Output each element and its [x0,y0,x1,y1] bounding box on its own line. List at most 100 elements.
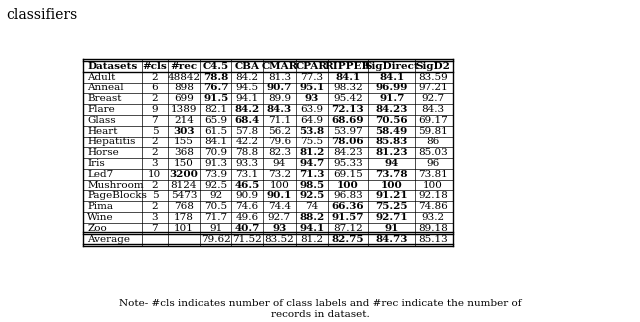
Text: 7: 7 [152,224,158,233]
Text: 75.25: 75.25 [376,202,408,211]
Text: Mushroom: Mushroom [88,181,144,190]
Text: 84.23: 84.23 [376,105,408,114]
Text: 83.59: 83.59 [419,73,448,82]
Text: 81.2: 81.2 [299,148,324,157]
Text: 85.13: 85.13 [419,234,448,243]
Text: 82.3: 82.3 [268,148,291,157]
Text: 84.73: 84.73 [376,234,408,243]
Text: 6: 6 [152,83,158,92]
Text: 8124: 8124 [171,181,197,190]
Text: 91.7: 91.7 [379,94,404,103]
Text: 94: 94 [385,159,399,168]
Text: 5: 5 [152,191,158,200]
Text: 699: 699 [174,94,194,103]
Text: 77.3: 77.3 [300,73,323,82]
Text: 81.2: 81.2 [300,234,323,243]
Text: 73.1: 73.1 [236,170,259,179]
Text: 100: 100 [423,181,443,190]
Text: classifiers: classifiers [6,8,77,22]
Text: 69.17: 69.17 [419,116,448,125]
Text: 46.5: 46.5 [234,181,260,190]
Text: Pima: Pima [88,202,113,211]
Text: 95.42: 95.42 [333,94,363,103]
Text: 70.5: 70.5 [204,202,227,211]
Text: Led7: Led7 [88,170,114,179]
Text: 3200: 3200 [170,170,198,179]
Text: 214: 214 [174,116,194,125]
Text: 150: 150 [174,159,194,168]
Text: 42.2: 42.2 [236,137,259,147]
Text: 9: 9 [152,105,158,114]
Text: 5: 5 [152,127,158,136]
Text: Iris: Iris [88,159,105,168]
Text: 98.32: 98.32 [333,83,363,92]
Text: Glass: Glass [88,116,116,125]
Text: 91: 91 [209,224,222,233]
Text: CMAR: CMAR [261,62,298,71]
Text: 92.18: 92.18 [419,191,448,200]
Text: 71.52: 71.52 [232,234,262,243]
Text: 89.9: 89.9 [268,94,291,103]
Text: 92.5: 92.5 [300,191,324,200]
Text: 66.36: 66.36 [332,202,364,211]
Text: 91.21: 91.21 [376,191,408,200]
Text: Horse: Horse [88,148,119,157]
Text: #rec: #rec [170,62,198,71]
Text: 84.1: 84.1 [204,137,227,147]
Text: Flare: Flare [88,105,115,114]
Text: 79.62: 79.62 [201,234,230,243]
Text: 78.8: 78.8 [203,73,228,82]
Text: 94.1: 94.1 [300,224,324,233]
Text: 75.5: 75.5 [300,137,323,147]
Text: 368: 368 [174,148,194,157]
Text: Average: Average [88,234,131,243]
Text: 768: 768 [174,202,194,211]
Text: 84.1: 84.1 [335,73,360,82]
Text: Wine: Wine [88,213,114,222]
Text: 68.69: 68.69 [332,116,364,125]
Text: 84.1: 84.1 [379,73,404,82]
Text: 73.2: 73.2 [268,170,291,179]
Text: 57.8: 57.8 [236,127,259,136]
Text: Note- #cls indicates number of class labels and #rec indicate the number of
reco: Note- #cls indicates number of class lab… [119,299,521,319]
Text: 63.9: 63.9 [300,105,323,114]
Text: 101: 101 [174,224,194,233]
Text: 93.2: 93.2 [422,213,445,222]
Text: 84.2: 84.2 [234,105,260,114]
Text: 85.83: 85.83 [376,137,408,147]
Text: 73.81: 73.81 [419,170,448,179]
Text: 74: 74 [305,202,319,211]
Text: 74.86: 74.86 [419,202,448,211]
Text: 94: 94 [273,159,286,168]
Text: 2: 2 [152,148,158,157]
Text: 100: 100 [337,181,358,190]
Text: 71.7: 71.7 [204,213,227,222]
Text: 68.4: 68.4 [234,116,260,125]
Text: 7: 7 [152,116,158,125]
Text: 94.5: 94.5 [236,83,259,92]
Text: 53.8: 53.8 [300,127,324,136]
Text: 2: 2 [152,137,158,147]
Text: 65.9: 65.9 [204,116,227,125]
Text: 303: 303 [173,127,195,136]
Text: 69.15: 69.15 [333,170,363,179]
Text: 76.7: 76.7 [203,83,228,92]
Text: 10: 10 [148,170,161,179]
Text: Heart: Heart [88,127,118,136]
Text: Adult: Adult [88,73,116,82]
Text: CPAR: CPAR [296,62,328,71]
Text: 2: 2 [152,73,158,82]
Text: 40.7: 40.7 [234,224,260,233]
Text: 72.13: 72.13 [332,105,364,114]
Text: 53.97: 53.97 [333,127,363,136]
Text: 93: 93 [272,224,287,233]
Text: 89.18: 89.18 [419,224,448,233]
Text: 92.7: 92.7 [268,213,291,222]
Text: 85.03: 85.03 [419,148,448,157]
Text: 96: 96 [426,159,440,168]
Text: 94.1: 94.1 [236,94,259,103]
Text: 73.78: 73.78 [376,170,408,179]
Text: 81.23: 81.23 [376,148,408,157]
Text: 82.1: 82.1 [204,105,227,114]
Text: 79.6: 79.6 [268,137,291,147]
